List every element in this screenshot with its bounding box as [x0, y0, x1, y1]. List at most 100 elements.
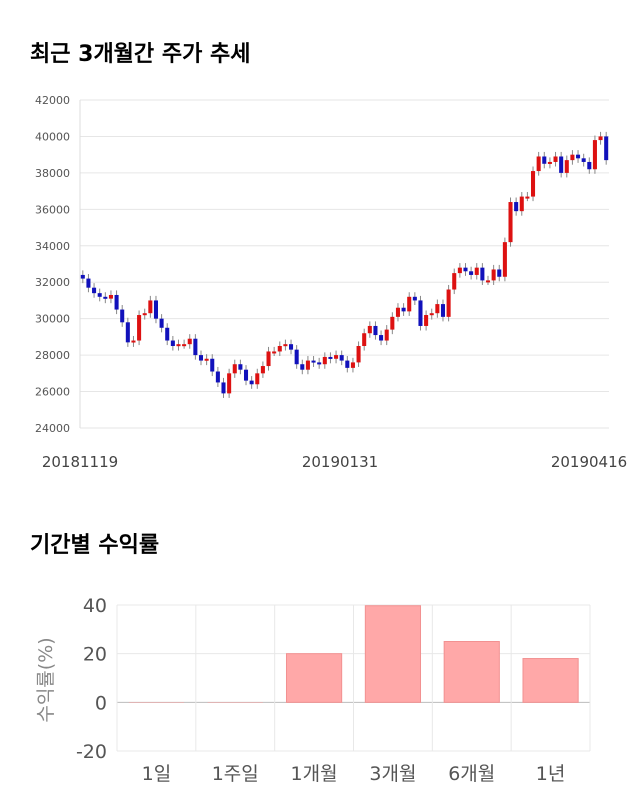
bar-y-tick-label: 40: [83, 595, 107, 617]
candle-body: [266, 351, 271, 367]
candle-body: [531, 171, 536, 197]
bar-x-tick-label: 6개월: [448, 763, 495, 785]
candle-body: [474, 267, 479, 275]
candle-body: [243, 369, 249, 381]
candle-body: [435, 304, 440, 314]
bar-x-tick-label: 1년: [536, 763, 566, 785]
candle-body: [412, 296, 417, 301]
bar-grid: [116, 604, 591, 752]
candle-body: [305, 360, 310, 370]
return-bar: [443, 641, 500, 703]
candle-body: [457, 267, 462, 274]
bar-y-tick-label: 0: [95, 692, 107, 714]
candle-body: [429, 313, 434, 316]
period-return-title: 기간별 수익률: [30, 533, 160, 558]
candle-body: [592, 140, 597, 170]
candle-body: [576, 154, 581, 159]
candle-body: [491, 269, 496, 281]
candle-body: [80, 274, 85, 279]
candle-body: [407, 296, 412, 312]
candlestick-chart: 42000 40000 38000 36000 34000 32000 30000 28000…: [35, 94, 627, 471]
candle-body: [103, 296, 108, 299]
candle-body: [334, 355, 339, 359]
candle-body: [339, 355, 344, 361]
candle-x-tick-label: 20181119: [42, 453, 118, 471]
candle-body: [328, 356, 333, 359]
candle-body: [153, 300, 158, 319]
candle-body: [350, 362, 355, 368]
candle-body: [390, 316, 395, 330]
candle-body: [401, 307, 406, 312]
candle-body: [255, 373, 260, 385]
candle-body: [221, 382, 226, 394]
candle-body: [367, 325, 372, 334]
candle-y-ticks: 42000 40000 38000 36000 34000 32000 30000 28000…: [35, 94, 70, 435]
candle-body: [198, 355, 204, 361]
candle-body: [289, 344, 294, 350]
candle-body: [536, 156, 541, 172]
candle-body: [508, 202, 513, 243]
candle-x-ticks: 20181119 20190131 20190416: [42, 453, 627, 471]
candle-body: [260, 366, 265, 374]
candle-body: [362, 333, 367, 346]
candle-y-tick-label: 26000: [35, 386, 70, 399]
candle-body: [272, 351, 277, 354]
candle-body: [395, 307, 400, 317]
candle-body: [182, 344, 187, 347]
candle-y-tick-label: 38000: [35, 167, 70, 180]
candle-body: [170, 340, 175, 346]
candle-body: [210, 358, 215, 372]
bar-y-axis-label: 수익률(%): [35, 637, 57, 722]
candle-body: [542, 156, 547, 164]
candle-body: [356, 346, 361, 363]
candle-body: [204, 358, 209, 361]
candle-body: [193, 338, 198, 356]
candle-body: [452, 273, 457, 290]
candle-y-tick-label: 42000: [35, 94, 70, 107]
candle-body: [379, 335, 384, 341]
bar-y-tick-label: 20: [83, 644, 107, 666]
candle-body: [497, 269, 502, 277]
candle-body: [187, 338, 192, 345]
price-trend-title: 최근 3개월간 주가 추세: [30, 42, 251, 67]
candle-y-tick-label: 30000: [35, 313, 70, 326]
bar-x-tick-label: 1개월: [291, 763, 338, 785]
candle-body: [311, 360, 316, 363]
candle-y-tick-label: 34000: [35, 240, 70, 253]
candle-body: [120, 309, 125, 323]
candle-body: [547, 161, 552, 164]
candle-body: [249, 380, 254, 385]
candle-body: [300, 364, 305, 370]
candle-body: [525, 196, 530, 199]
candle-body: [559, 156, 564, 173]
candle-body: [446, 289, 451, 317]
candle-body: [418, 300, 423, 326]
candle-body: [440, 304, 446, 317]
candle-y-tick-label: 32000: [35, 276, 70, 289]
bar-x-ticks: 1일 1주일 1개월 3개월 6개월 1년: [142, 763, 566, 785]
candle-body: [92, 287, 97, 294]
candle-x-tick-label: 20190416: [551, 453, 627, 471]
return-bar: [128, 702, 185, 703]
candle-body: [125, 322, 130, 343]
return-bar: [364, 605, 422, 703]
candle-body: [480, 267, 485, 281]
candle-body: [294, 349, 299, 365]
candle-y-tick-label: 24000: [35, 422, 70, 435]
candle-body: [587, 161, 592, 170]
bar-y-ticks: 40 20 0 -20: [76, 595, 107, 763]
candle-body: [176, 344, 181, 347]
candle-body: [215, 371, 220, 383]
bar-y-tick-label: -20: [76, 741, 107, 763]
candle-body: [238, 364, 243, 370]
candle-body: [159, 318, 164, 328]
candle-body: [463, 267, 468, 272]
return-bar: [285, 653, 343, 703]
candle-body: [570, 154, 575, 161]
candle-body: [384, 329, 389, 341]
candle-body: [142, 313, 147, 316]
return-bar: [522, 658, 579, 703]
candle-y-tick-label: 36000: [35, 203, 70, 216]
candle-body: [232, 364, 237, 374]
